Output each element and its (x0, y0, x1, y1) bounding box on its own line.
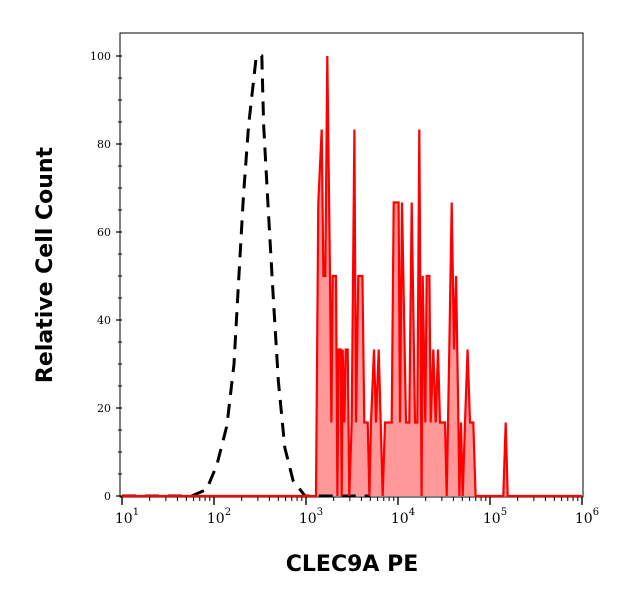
series-layer (122, 54, 582, 498)
x-tick-exponent: 3 (317, 507, 323, 518)
x-tick-label: 102 (207, 507, 231, 527)
y-axis-title: Relative Cell Count (33, 146, 58, 383)
x-tick-base: 10 (207, 511, 225, 527)
x-tick-label: 106 (575, 507, 599, 527)
x-tick-base: 10 (391, 511, 409, 527)
x-tick-base: 10 (575, 511, 593, 527)
x-tick-label: 101 (115, 507, 139, 527)
y-tick-label: 0 (104, 490, 111, 503)
x-tick-base: 10 (483, 511, 501, 527)
x-tick-exponent: 2 (225, 507, 231, 518)
x-tick-exponent: 6 (593, 507, 599, 518)
x-tick-exponent: 5 (501, 507, 507, 518)
x-tick-label: 105 (483, 507, 507, 527)
y-tick-label: 80 (97, 138, 111, 151)
y-tick-label: 20 (97, 402, 111, 415)
y-tick-label: 40 (97, 314, 111, 327)
x-tick-base: 10 (299, 511, 317, 527)
x-tick-base: 10 (115, 511, 133, 527)
x-tick-exponent: 1 (133, 507, 139, 518)
x-tick-label: 104 (391, 507, 415, 527)
x-tick-exponent: 4 (409, 507, 415, 518)
y-tick-label: 60 (97, 226, 111, 239)
y-tick-label: 100 (90, 50, 111, 63)
x-tick-label: 103 (299, 507, 323, 527)
x-axis-title: CLEC9A PE (286, 552, 418, 577)
sample-histogram-line (122, 55, 582, 498)
control-histogram-line (122, 54, 371, 498)
